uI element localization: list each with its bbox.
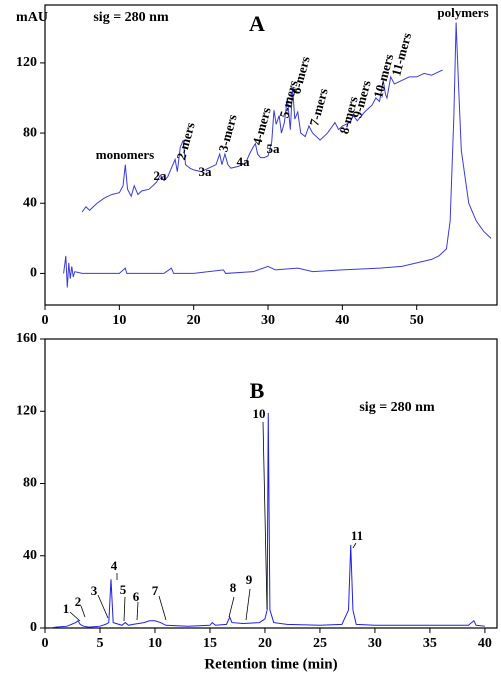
x-tick-label: 10 (112, 313, 126, 328)
panel-subtitle: sig = 280 nm (359, 400, 435, 415)
leader-line (97, 594, 109, 619)
x-tick-label: 20 (258, 636, 272, 651)
x-tick-label: 0 (42, 636, 49, 651)
plot-frame (44, 338, 498, 629)
y-tick-label: 120 (16, 403, 37, 418)
x-tick-label: 30 (368, 636, 382, 651)
y-tick-label: 0 (30, 620, 37, 635)
trace (63, 22, 492, 288)
peak-label: monomers (96, 147, 155, 162)
leader-line (80, 605, 86, 618)
panel-title: A (249, 11, 265, 36)
peak-label: 7-mers (306, 87, 330, 128)
trace (81, 69, 443, 213)
peak-label: 10 (253, 406, 266, 421)
leader-line (158, 595, 167, 621)
peak-label: 7 (152, 583, 159, 598)
peak-label: 2-mers (173, 121, 197, 162)
x-tick-label: 50 (410, 313, 424, 328)
y-tick-label: 0 (30, 266, 37, 281)
x-tick-label: 40 (478, 636, 492, 651)
leader-line (136, 601, 139, 621)
peak-label: 3-mers (215, 113, 239, 154)
peak-label: 11-mers (388, 31, 414, 77)
plot-frame (44, 4, 498, 306)
panel-title: B (250, 378, 265, 403)
peak-label: 6 (133, 589, 140, 604)
peak-label: 1 (63, 601, 70, 616)
y-tick-label: 120 (16, 55, 37, 70)
peak-label: 9-mers (349, 79, 373, 120)
x-tick-label: 15 (203, 636, 217, 651)
peak-label: 4a (237, 154, 251, 169)
peak-label: 4 (111, 558, 118, 573)
x-tick-label: 25 (313, 636, 327, 651)
peak-label: 6-mers (288, 55, 312, 96)
y-tick-label: 80 (23, 125, 37, 140)
peak-label: 3a (199, 164, 213, 179)
peak-label: 5 (120, 582, 127, 597)
panel-subtitle: sig = 280 nm (93, 10, 169, 25)
peak-label: 2a (154, 168, 168, 183)
y-tick-label: 80 (23, 476, 37, 491)
x-tick-label: 10 (148, 636, 162, 651)
y-tick-label: 40 (23, 548, 37, 563)
x-tick-label: 20 (187, 313, 201, 328)
x-tick-label: 40 (335, 313, 349, 328)
leader-line (228, 596, 235, 618)
leader-line (245, 588, 251, 621)
leader-line (262, 421, 268, 610)
x-tick-label: 35 (423, 636, 437, 651)
leader-line (352, 542, 357, 549)
x-tick-label: 30 (261, 313, 275, 328)
trace (50, 413, 485, 629)
leader-line (69, 611, 81, 622)
peak-label: 9 (246, 572, 253, 587)
peak-label: 8 (230, 580, 237, 595)
y-axis-label: mAU (16, 10, 48, 25)
peak-label: polymers (437, 5, 488, 20)
y-tick-label: 40 (23, 195, 37, 210)
x-tick-label: 5 (96, 636, 103, 651)
peak-label: 2 (75, 594, 82, 609)
peak-label: 5a (267, 141, 281, 156)
x-tick-label: 0 (42, 313, 49, 328)
y-tick-label: 160 (16, 331, 37, 346)
peak-label: 11 (351, 528, 363, 543)
leader-line (123, 596, 126, 622)
x-axis-label: Retention time (min) (204, 656, 337, 672)
peak-label: 3 (91, 583, 98, 598)
